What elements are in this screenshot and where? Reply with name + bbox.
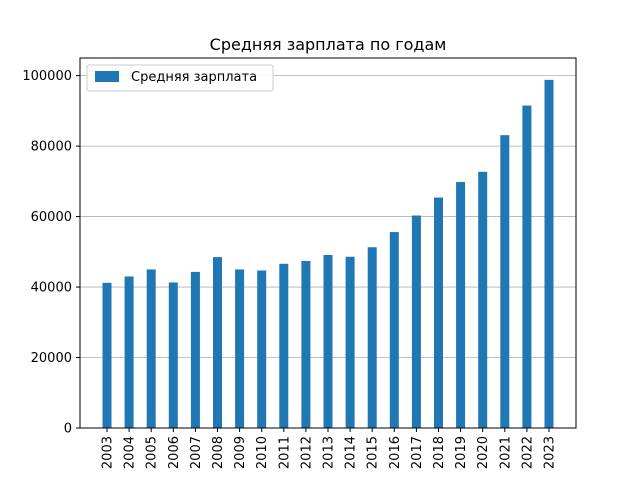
bar-2022 xyxy=(522,105,532,429)
x-tick-label-2007: 2007 xyxy=(189,436,204,469)
x-tick-label-2013: 2013 xyxy=(322,436,337,469)
x-tick-label-2010: 2010 xyxy=(255,436,270,469)
y-tick-label: 60000 xyxy=(31,210,72,225)
bars xyxy=(102,79,554,429)
x-tick-label-2021: 2021 xyxy=(498,436,513,469)
bar-2021 xyxy=(500,135,510,428)
x-tick-label-2003: 2003 xyxy=(101,436,116,469)
x-tick-label-2023: 2023 xyxy=(543,436,558,469)
bar-2013 xyxy=(323,254,333,428)
x-tick-label-2022: 2022 xyxy=(520,436,535,469)
bar-2020 xyxy=(478,171,488,429)
x-tick-label-2014: 2014 xyxy=(344,436,359,469)
bar-2010 xyxy=(257,270,267,428)
y-tick-label: 20000 xyxy=(31,351,72,366)
y-axis: 0 20000 40000 60000 80000 100000 xyxy=(22,69,80,437)
x-tick-label-2020: 2020 xyxy=(476,436,491,469)
x-axis: 2003 2004 2005 2006 2007 2008 2009 2010 2011 2012… xyxy=(101,428,558,469)
y-tick-label: 40000 xyxy=(31,281,72,296)
legend-swatch xyxy=(95,71,119,82)
x-tick-label-2019: 2019 xyxy=(454,436,469,469)
legend: Средняя зарплата xyxy=(86,64,274,92)
legend-label: Средняя зарплата xyxy=(131,70,257,85)
bar-2018 xyxy=(434,197,443,428)
legend-box xyxy=(86,64,274,92)
bar-2006 xyxy=(168,282,178,428)
x-tick-label-2011: 2011 xyxy=(277,436,292,469)
bar-2005 xyxy=(146,269,156,428)
chart-title: Средняя зарплата по годам xyxy=(210,35,447,54)
bar-2004 xyxy=(124,276,134,428)
bar-2009 xyxy=(235,269,245,428)
x-tick-label-2009: 2009 xyxy=(233,436,248,469)
x-tick-label-2005: 2005 xyxy=(145,436,160,469)
y-tick-label: 100000 xyxy=(22,69,72,84)
bar-2017 xyxy=(411,215,421,428)
bar-2015 xyxy=(367,247,377,428)
bar-2023 xyxy=(544,79,554,428)
x-tick-label-2017: 2017 xyxy=(410,436,425,469)
x-tick-label-2008: 2008 xyxy=(211,436,226,469)
x-tick-label-2004: 2004 xyxy=(123,436,138,469)
bar-2003 xyxy=(102,282,112,428)
x-tick-label-2012: 2012 xyxy=(299,436,314,469)
x-tick-label-2015: 2015 xyxy=(366,436,381,469)
y-tick-label: 0 xyxy=(64,422,72,437)
x-tick-label-2018: 2018 xyxy=(432,436,447,469)
bar-2012 xyxy=(301,260,311,428)
bar-2011 xyxy=(279,263,289,428)
bar-2019 xyxy=(456,182,466,428)
bar-2007 xyxy=(190,271,200,428)
y-tick-label: 80000 xyxy=(31,140,72,155)
bar-2014 xyxy=(345,256,355,428)
x-tick-label-2016: 2016 xyxy=(388,436,403,469)
x-tick-label-2006: 2006 xyxy=(167,436,182,469)
bar-2016 xyxy=(389,232,399,428)
bar-2008 xyxy=(213,257,222,428)
